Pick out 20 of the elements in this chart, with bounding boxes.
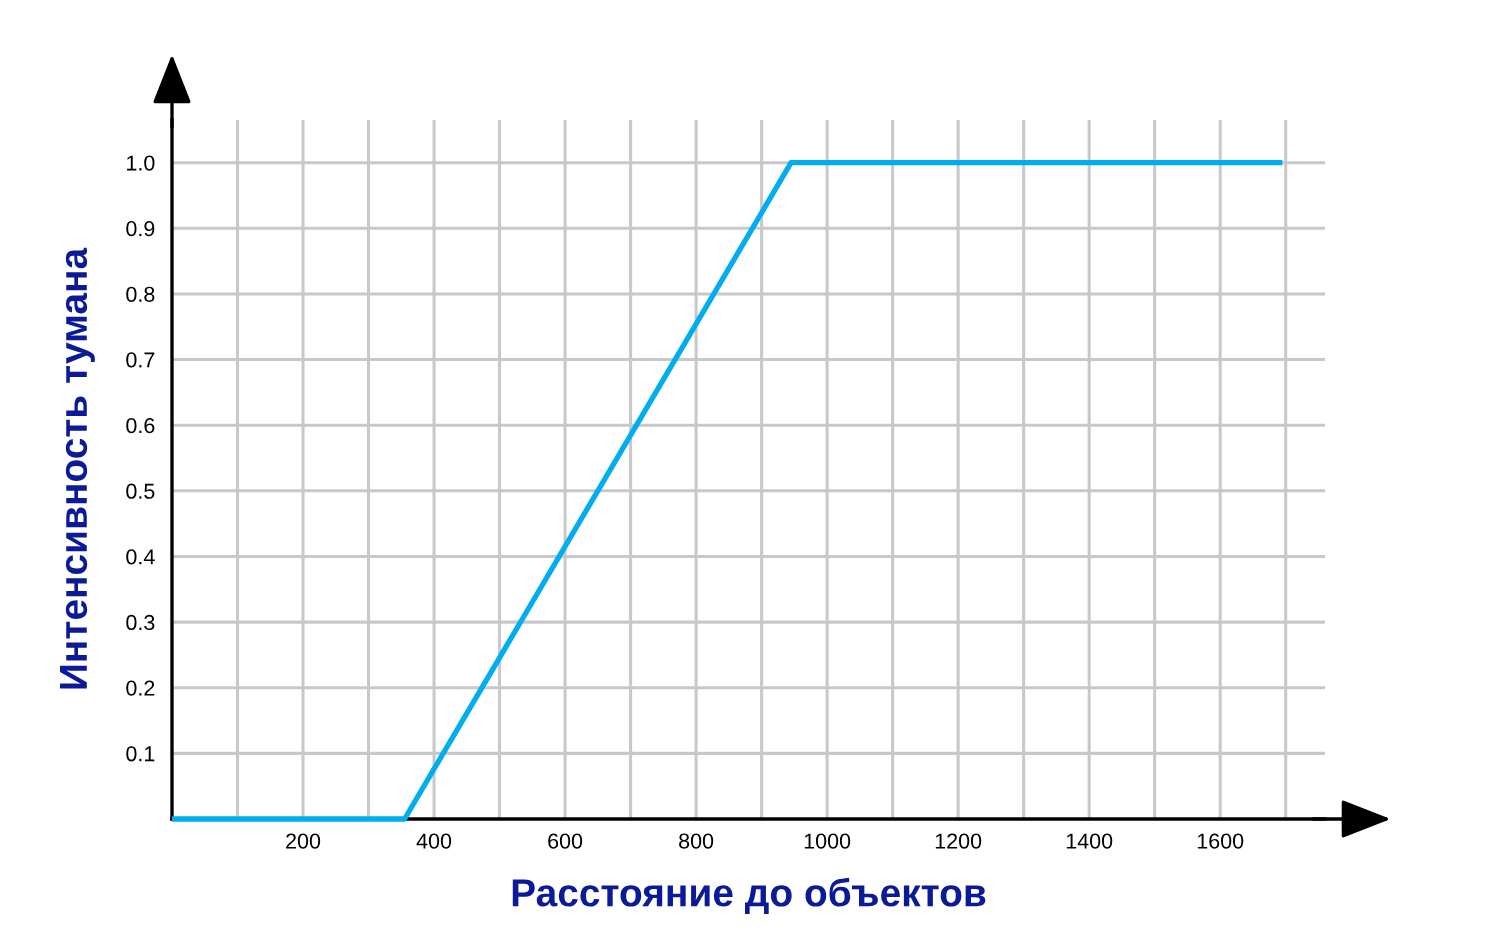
x-tick-label: 1000 xyxy=(804,833,851,849)
y-tick-label: 0.9 xyxy=(126,221,155,237)
x-tick-label: 600 xyxy=(548,833,583,849)
x-axis-title: Расстояние до объектов xyxy=(512,877,986,914)
y-tick-label: 0.6 xyxy=(126,417,155,434)
x-tick-label: 800 xyxy=(679,833,714,849)
x-tick-label: 1600 xyxy=(1197,833,1244,849)
x-tick-label: 1400 xyxy=(1066,833,1113,849)
y-tick-label: 0.1 xyxy=(126,746,155,762)
y-tick-label: 0.4 xyxy=(126,549,155,565)
y-tick-label: 0.7 xyxy=(126,352,155,368)
y-tick-label: 1.0 xyxy=(127,155,155,171)
y-tick-label: 0.5 xyxy=(126,483,155,499)
y-axis-title: Интенсивность тумана xyxy=(60,247,95,689)
x-tick-label: 400 xyxy=(416,833,452,849)
y-tick-label: 0.2 xyxy=(126,680,155,696)
y-tick-label: 0.3 xyxy=(126,614,155,631)
x-tick-label: 1200 xyxy=(935,833,982,849)
x-tick-label: 200 xyxy=(286,833,321,849)
y-tick-label: 0.8 xyxy=(126,286,155,302)
